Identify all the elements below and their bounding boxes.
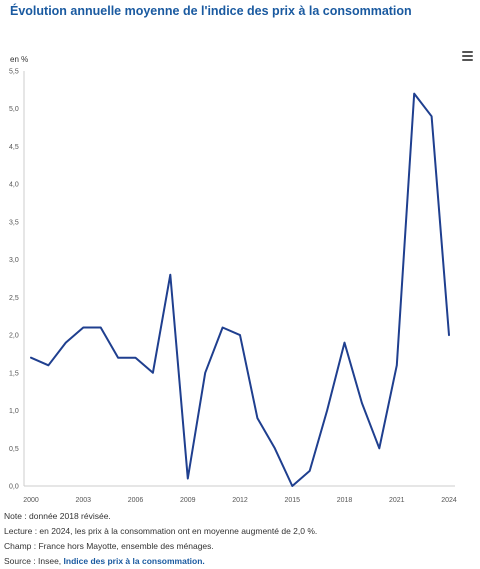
- y-axis-ticks: 0,0 0,5 1,0 1,5 2,0 2,5 3,0 3,5 4,0 4,5 5,0 5,5: [9, 69, 19, 491]
- y-tick-label: 1,5: [9, 370, 19, 377]
- data-point[interactable]: [80, 325, 86, 331]
- chart-title: Évolution annuelle moyenne de l'indice d…: [10, 4, 412, 18]
- x-tick-label: 2003: [75, 497, 91, 504]
- data-point[interactable]: [150, 370, 156, 376]
- champ-text: Champ : France hors Mayotte, ensemble de…: [4, 541, 214, 551]
- data-point[interactable]: [115, 355, 121, 361]
- data-point[interactable]: [411, 91, 417, 97]
- x-tick-label: 2009: [180, 497, 196, 504]
- note-text: Note : donnée 2018 révisée.: [4, 511, 111, 521]
- source-text: Source : Insee, Indice des prix à la con…: [4, 554, 317, 569]
- data-point[interactable]: [342, 340, 348, 346]
- data-point[interactable]: [220, 325, 226, 331]
- data-point[interactable]: [376, 445, 382, 451]
- x-tick-label: 2018: [337, 497, 353, 504]
- data-point[interactable]: [394, 362, 400, 368]
- data-point[interactable]: [429, 113, 435, 119]
- y-tick-label: 1,0: [9, 408, 19, 415]
- y-tick-label: 2,0: [9, 333, 19, 340]
- lecture-text: Lecture : en 2024, les prix à la consomm…: [4, 526, 318, 536]
- data-point[interactable]: [324, 408, 330, 414]
- data-point[interactable]: [307, 468, 313, 474]
- data-point[interactable]: [133, 355, 139, 361]
- data-point[interactable]: [63, 340, 69, 346]
- data-point[interactable]: [28, 355, 34, 361]
- x-tick-label: 2015: [284, 497, 300, 504]
- y-tick-label: 4,0: [9, 182, 19, 189]
- y-axis-unit-label: en %: [10, 55, 28, 64]
- x-tick-label: 2006: [128, 497, 144, 504]
- y-tick-label: 4,5: [9, 144, 19, 151]
- data-point[interactable]: [202, 370, 208, 376]
- x-tick-label: 2024: [441, 497, 457, 504]
- y-tick-label: 3,0: [9, 257, 19, 264]
- source-link[interactable]: Indice des prix à la consommation.: [63, 556, 205, 566]
- data-point[interactable]: [45, 362, 51, 368]
- data-point[interactable]: [272, 445, 278, 451]
- source-prefix: Source : Insee,: [4, 556, 64, 566]
- y-tick-label: 0,5: [9, 446, 19, 453]
- data-point[interactable]: [167, 272, 173, 278]
- y-tick-label: 2,5: [9, 295, 19, 302]
- data-point[interactable]: [254, 415, 260, 421]
- x-tick-label: 2000: [23, 497, 39, 504]
- series-line: [30, 92, 450, 487]
- line-chart: en % 0,0 0,5 1,0 1,5 2,0 2,5 3,0 3,5 4,0 4,5 5,0 5,…: [9, 55, 457, 504]
- x-axis-ticks: 2000 2003 2006 2009 2012 2015 2018 2021 2024: [23, 497, 457, 504]
- data-point[interactable]: [185, 476, 191, 482]
- data-point[interactable]: [98, 325, 104, 331]
- data-point[interactable]: [237, 332, 243, 338]
- y-tick-label: 5,5: [9, 69, 19, 76]
- data-point[interactable]: [446, 332, 452, 338]
- chart-notes: Note : donnée 2018 révisée. Lecture : en…: [4, 509, 317, 569]
- series-points: [28, 91, 452, 489]
- data-point[interactable]: [289, 483, 295, 489]
- hamburger-menu-icon[interactable]: [462, 51, 473, 61]
- y-tick-label: 3,5: [9, 219, 19, 226]
- y-tick-label: 0,0: [9, 484, 19, 491]
- data-point[interactable]: [359, 400, 365, 406]
- x-tick-label: 2012: [232, 497, 248, 504]
- x-tick-label: 2021: [389, 497, 405, 504]
- y-tick-label: 5,0: [9, 106, 19, 113]
